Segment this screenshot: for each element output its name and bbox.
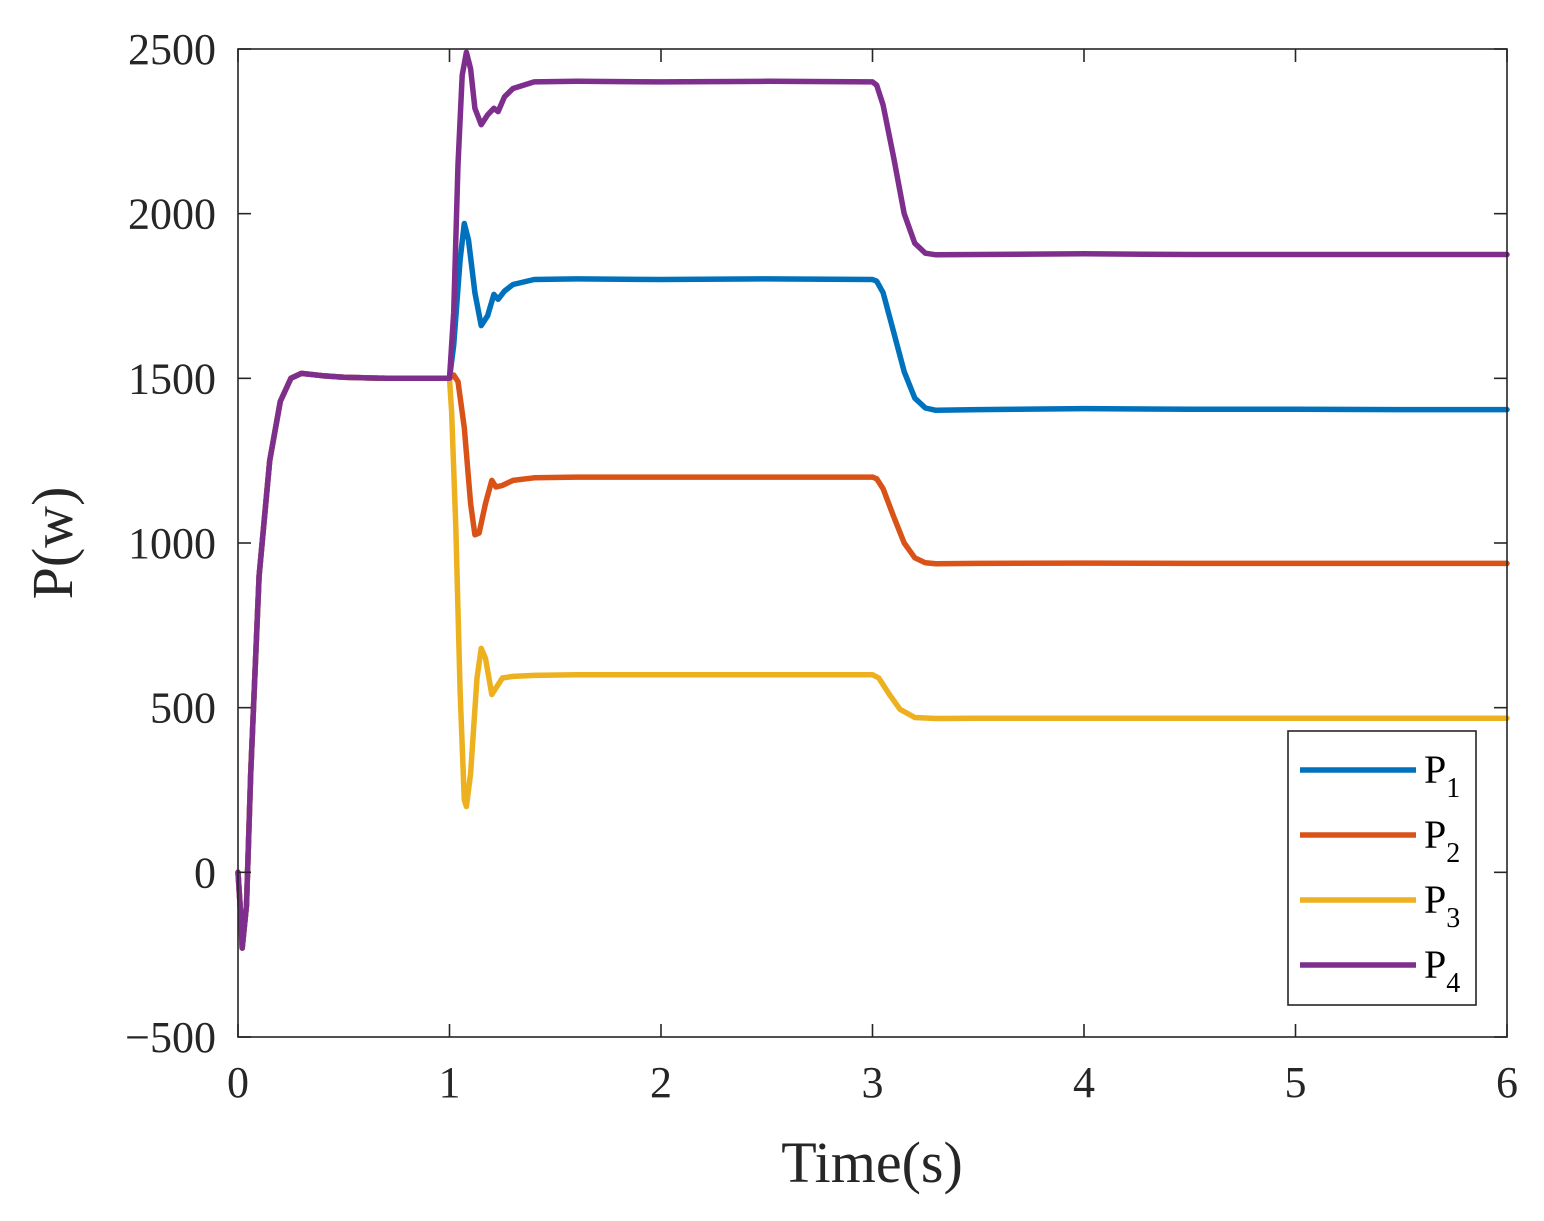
legend: P1 P2 P3 P4 [1287,730,1477,1006]
x-tick-label: 3 [862,1058,884,1107]
legend-label-1: P1 [1424,747,1460,804]
legend-label-3: P3 [1424,877,1460,934]
x-tick-label: 6 [1496,1058,1518,1107]
y-axis-title: P(w) [20,487,85,600]
x-axis-title: Time(s) [781,1130,963,1195]
series-layer [235,49,1510,951]
y-tick-label: 2000 [128,190,216,239]
y-tick-label: 2500 [128,25,216,74]
x-tick-label: 1 [439,1058,461,1107]
y-tick-label: −500 [125,1013,216,1062]
x-tick-label: 2 [650,1058,672,1107]
y-tick-label: 1000 [128,519,216,568]
series-line-4 [235,49,1510,951]
x-tick-label: 0 [227,1058,249,1107]
y-tick-label: 0 [194,848,216,897]
legend-label-2: P2 [1424,812,1460,869]
y-tick-label: 1500 [128,354,216,403]
x-tick-label: 5 [1285,1058,1307,1107]
x-tick-label: 4 [1073,1058,1095,1107]
y-tick-label: 500 [150,684,216,733]
legend-label-4: P4 [1424,942,1460,999]
legend-box [1287,730,1477,1006]
